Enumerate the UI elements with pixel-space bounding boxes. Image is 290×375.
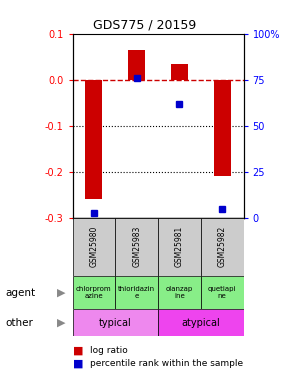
Text: GSM25983: GSM25983	[132, 226, 141, 267]
Text: chlorprom
azine: chlorprom azine	[76, 286, 112, 299]
Bar	[85, 80, 102, 199]
Bar	[214, 80, 231, 176]
Bar	[201, 276, 244, 309]
Bar	[72, 276, 115, 309]
Text: atypical: atypical	[182, 318, 220, 327]
Bar	[201, 217, 244, 276]
Text: ▶: ▶	[57, 288, 65, 297]
Text: GSM25981: GSM25981	[175, 226, 184, 267]
Text: ▶: ▶	[57, 318, 65, 327]
Bar	[72, 217, 115, 276]
Text: GSM25980: GSM25980	[89, 226, 98, 267]
Text: agent: agent	[6, 288, 36, 297]
Text: thioridazin
e: thioridazin e	[118, 286, 155, 299]
Bar	[158, 276, 201, 309]
Text: ■: ■	[72, 346, 83, 355]
Text: quetiapi
ne: quetiapi ne	[208, 286, 236, 299]
Text: ■: ■	[72, 359, 83, 369]
Text: olanzap
ine: olanzap ine	[166, 286, 193, 299]
Text: GDS775 / 20159: GDS775 / 20159	[93, 19, 197, 32]
Text: other: other	[6, 318, 34, 327]
Text: log ratio: log ratio	[90, 346, 128, 355]
Bar	[115, 217, 158, 276]
Bar	[158, 217, 201, 276]
Bar	[128, 50, 145, 80]
Bar	[72, 309, 158, 336]
Bar	[115, 276, 158, 309]
Text: percentile rank within the sample: percentile rank within the sample	[90, 359, 243, 368]
Text: GSM25982: GSM25982	[218, 226, 227, 267]
Text: typical: typical	[99, 318, 132, 327]
Bar	[158, 309, 244, 336]
Bar	[171, 64, 188, 80]
